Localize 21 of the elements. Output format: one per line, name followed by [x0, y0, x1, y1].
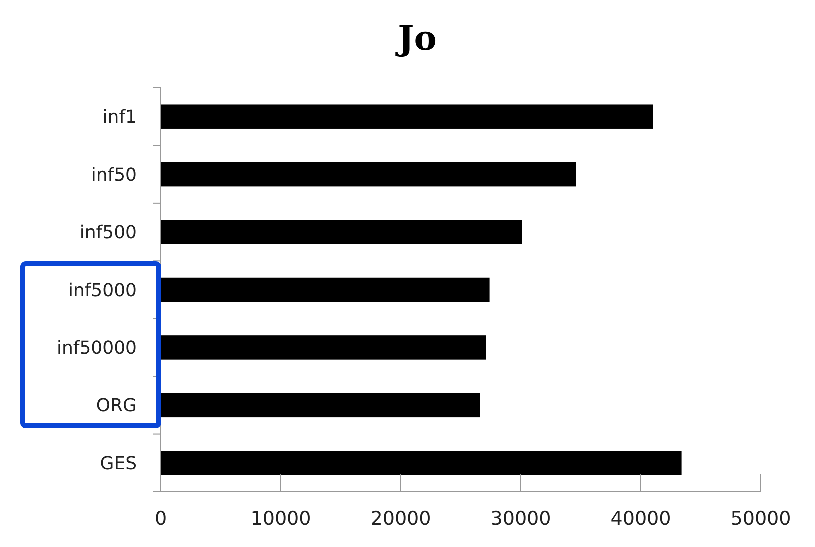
x-tick-label: 50000 — [730, 508, 792, 530]
bar — [161, 393, 480, 418]
y-tick-label: inf50000 — [56, 338, 137, 360]
bar — [161, 278, 490, 302]
x-tick-label: 10000 — [250, 508, 312, 530]
x-tick-label: 0 — [154, 508, 168, 530]
x-tick-label: 40000 — [610, 508, 672, 530]
y-tick-label: ORG — [96, 396, 137, 417]
bar — [161, 104, 653, 129]
y-tick-label: inf5000 — [68, 280, 137, 302]
y-tick-label: inf50 — [91, 164, 137, 186]
x-tick-label: 20000 — [370, 508, 432, 530]
bar — [161, 220, 522, 244]
bar — [161, 451, 682, 476]
bar — [161, 336, 486, 360]
y-tick-label: GES — [100, 453, 137, 474]
chart-title: Jo — [395, 19, 437, 59]
y-tick-label: inf1 — [102, 107, 137, 128]
x-tick-label: 30000 — [490, 508, 552, 530]
y-tick-label: inf500 — [80, 222, 137, 244]
bar — [161, 162, 576, 187]
